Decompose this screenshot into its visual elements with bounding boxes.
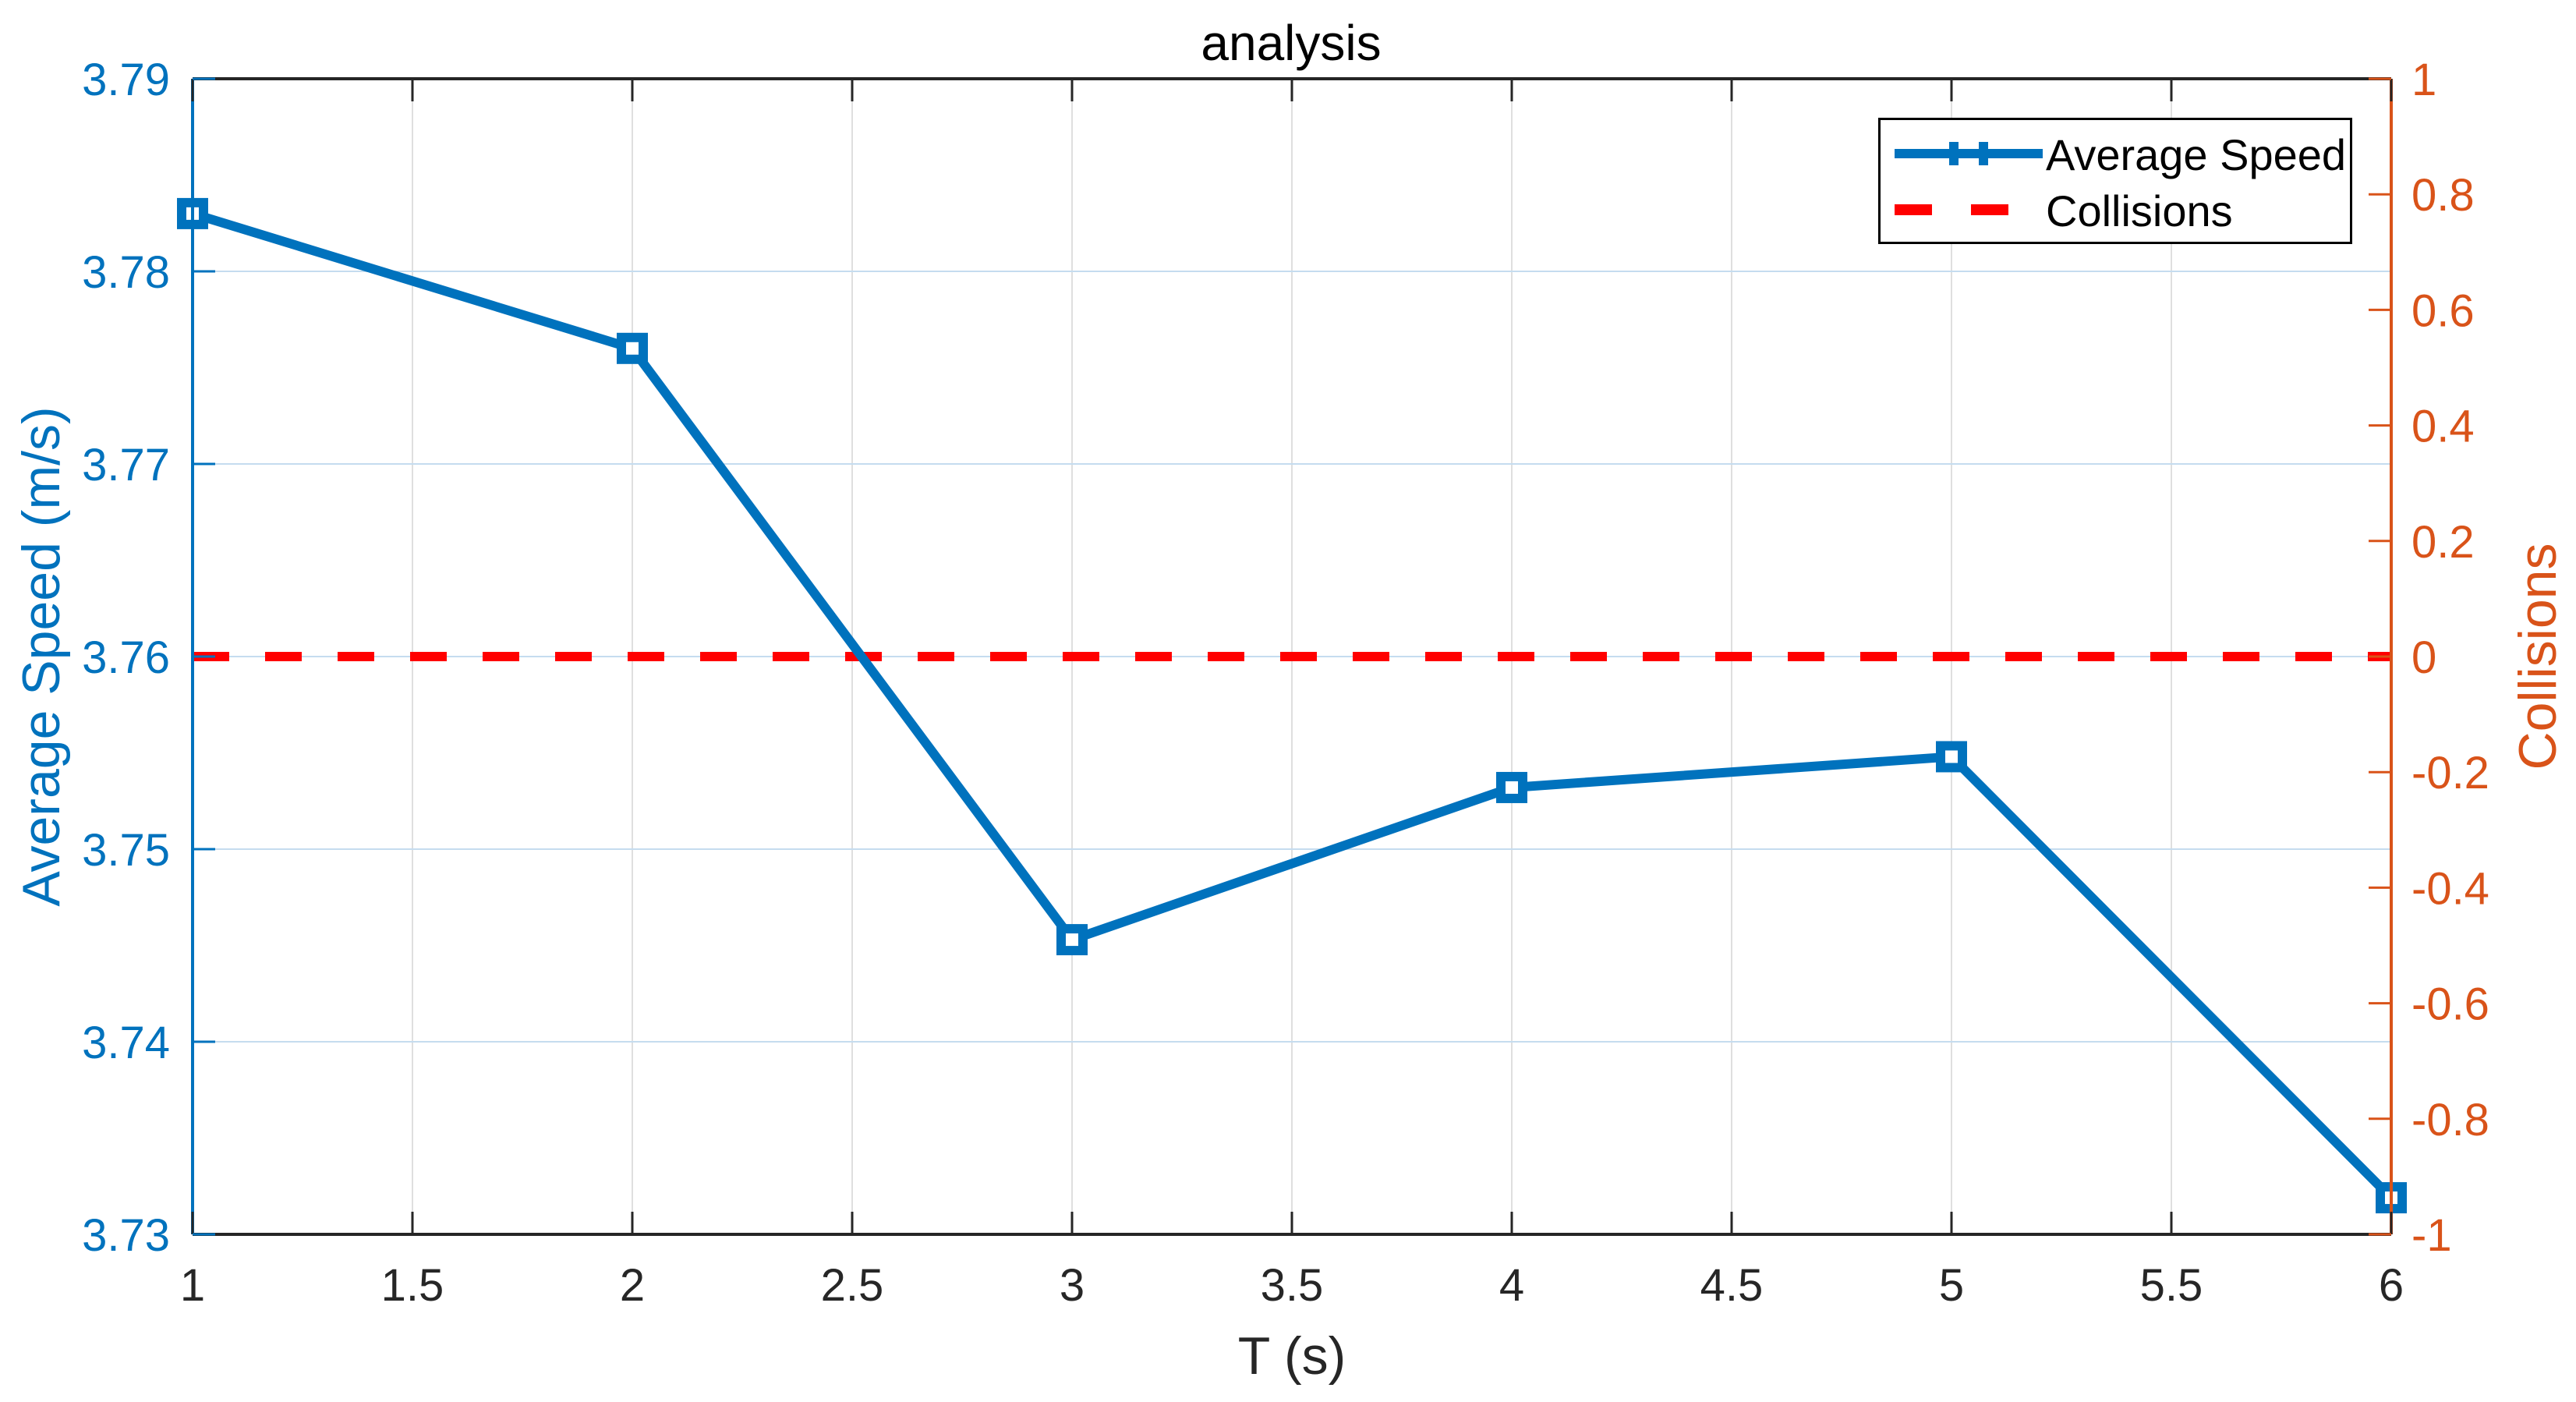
right-y-tick-label: 0.4 bbox=[2411, 402, 2475, 452]
right-y-tick-label: -0.6 bbox=[2411, 979, 2489, 1030]
square-marker-icon bbox=[1056, 924, 1088, 956]
square-marker-icon bbox=[617, 332, 648, 364]
square-marker-icon bbox=[1496, 771, 1527, 803]
right-y-tick-label: -0.8 bbox=[2411, 1095, 2489, 1145]
right-y-tick-label: -0.4 bbox=[2411, 863, 2489, 914]
x-tick-label: 1.5 bbox=[381, 1260, 444, 1311]
x-axis-ticks: 1 1.5 2 2.5 3 3.5 4 4.5 5 5.5 6 bbox=[180, 79, 2404, 1311]
legend: Average Speed Collisions bbox=[1878, 118, 2352, 244]
x-tick-label: 4.5 bbox=[1700, 1260, 1764, 1311]
right-y-tick-label: -1 bbox=[2411, 1210, 2452, 1261]
x-axis-label: T (s) bbox=[1237, 1326, 1346, 1386]
chart-title: analysis bbox=[1201, 15, 1382, 71]
legend-label: Collisions bbox=[2046, 186, 2233, 235]
x-tick-label: 2.5 bbox=[821, 1260, 884, 1311]
right-y-tick-label: 0.2 bbox=[2411, 517, 2475, 568]
left-y-tick-label: 3.74 bbox=[82, 1018, 170, 1068]
x-tick-label: 1 bbox=[180, 1260, 205, 1311]
left-y-tick-label: 3.77 bbox=[82, 440, 170, 490]
left-y-tick-label: 3.75 bbox=[82, 825, 170, 876]
x-tick-label: 4 bbox=[1499, 1260, 1524, 1311]
x-tick-label: 5.5 bbox=[2140, 1260, 2203, 1311]
x-tick-label: 3.5 bbox=[1261, 1260, 1324, 1311]
left-y-tick-label: 3.76 bbox=[82, 632, 170, 683]
x-tick-label: 3 bbox=[1060, 1260, 1085, 1311]
left-y-axis-ticks: 3.73 3.74 3.75 3.76 3.77 3.78 3.79 bbox=[82, 55, 215, 1261]
average-speed-line bbox=[191, 209, 2395, 1202]
left-y-tick-label: 3.78 bbox=[82, 247, 170, 298]
right-y-tick-label: -0.2 bbox=[2411, 748, 2489, 798]
x-tick-label: 6 bbox=[2379, 1260, 2404, 1311]
left-y-tick-label: 3.73 bbox=[82, 1210, 170, 1261]
right-y-tick-label: 1 bbox=[2411, 55, 2436, 105]
right-y-tick-label: 0 bbox=[2411, 632, 2436, 683]
dashed-line-icon bbox=[1895, 204, 2043, 215]
right-y-axis-label: Collisions bbox=[2508, 543, 2567, 770]
right-y-tick-label: 0.6 bbox=[2411, 285, 2475, 336]
x-tick-label: 5 bbox=[1939, 1260, 1964, 1311]
right-y-tick-label: 0.8 bbox=[2411, 170, 2475, 221]
legend-item-collisions: Collisions bbox=[1881, 182, 2350, 237]
left-y-tick-label: 3.79 bbox=[82, 55, 170, 105]
right-y-axis-ticks: -1 -0.8 -0.6 -0.4 -0.2 0 0.2 0.4 0.6 0.8 1 bbox=[2369, 55, 2489, 1261]
legend-label: Average Speed bbox=[2046, 130, 2347, 179]
x-tick-label: 2 bbox=[620, 1260, 645, 1311]
square-marker-icon bbox=[1936, 741, 1967, 773]
average-speed-series bbox=[177, 197, 2407, 1214]
left-y-axis-label: Average Speed (m/s) bbox=[12, 406, 71, 907]
solid-line-square-marker-icon bbox=[1895, 142, 2043, 165]
legend-item-average-speed: Average Speed bbox=[1881, 126, 2350, 181]
